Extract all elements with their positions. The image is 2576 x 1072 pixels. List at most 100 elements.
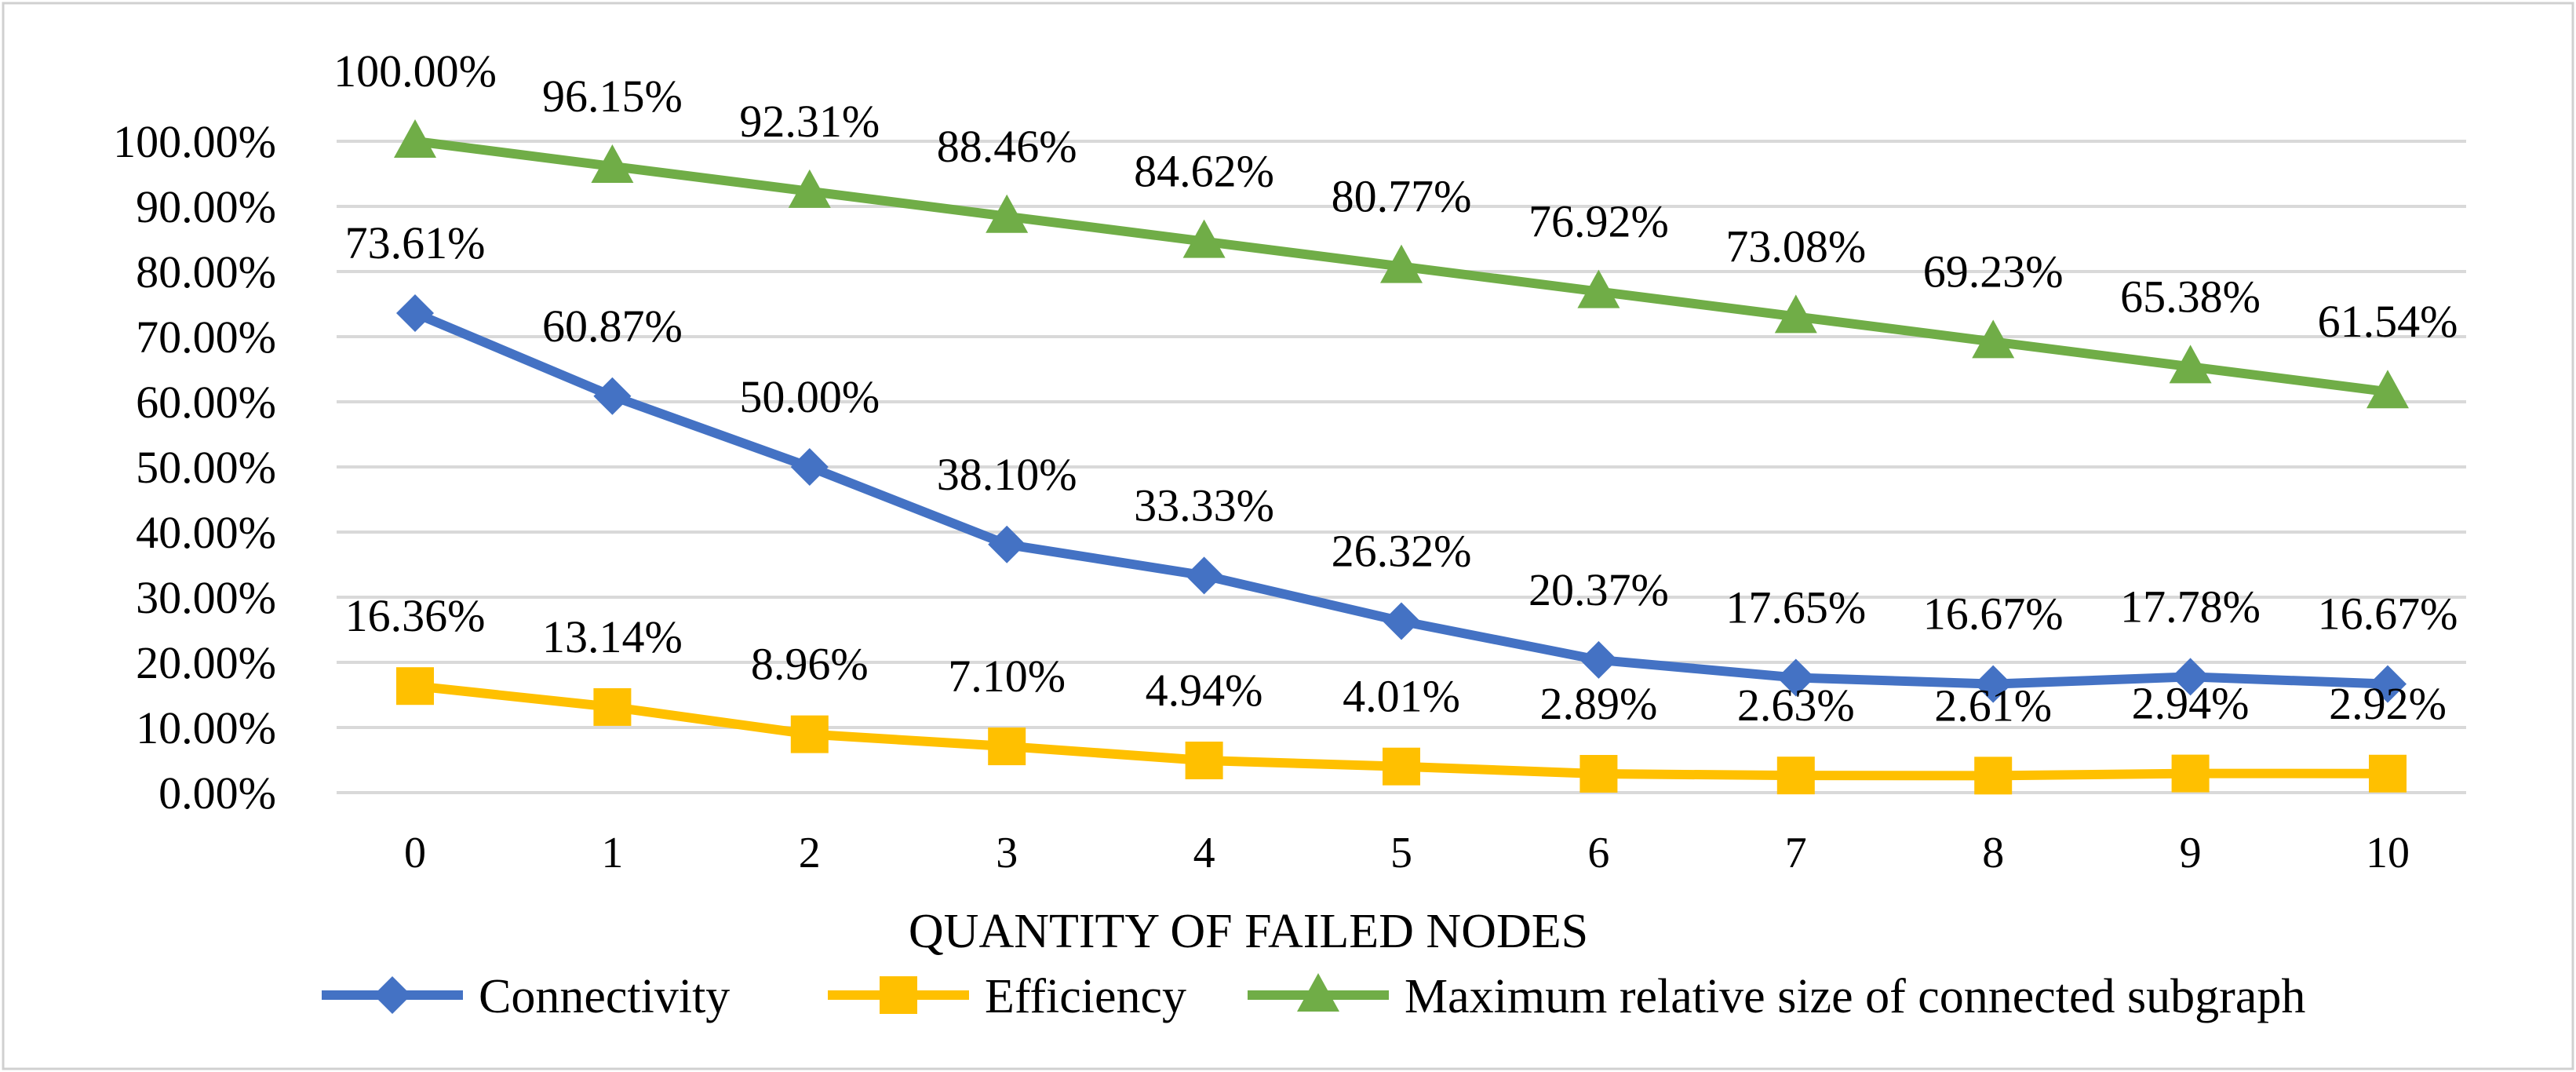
y-tick-label: 40.00% [136,507,276,558]
series-square [396,667,2407,795]
data-label: 16.67% [2318,589,2458,640]
data-point [1383,747,1420,786]
data-point [988,727,1026,766]
data-point [2171,754,2210,793]
x-tick-label: 4 [1193,829,1215,877]
legend-label: Maximum relative size of connected subgr… [1405,970,2305,1023]
data-point [1776,757,1815,795]
data-point [2369,754,2407,793]
legend-item: Efficiency [828,970,1186,1023]
data-label: 92.31% [739,96,880,147]
data-label: 17.65% [1725,582,1866,633]
data-label: 2.61% [1934,680,2052,731]
data-point [593,687,632,726]
data-label: 73.08% [1725,221,1866,272]
y-tick-label: 10.00% [136,702,276,753]
data-label: 20.37% [1528,564,1669,615]
x-tick-label: 9 [2180,829,2202,877]
data-label: 96.15% [542,71,683,122]
x-tick-label: 7 [1785,829,1807,877]
legend: Connectivity Efficiency Maximum relative s… [322,970,2305,1023]
data-label: 100.00% [333,46,497,97]
data-label: 2.63% [1737,680,1855,731]
x-tick-label: 10 [2366,829,2410,877]
legend-label: Efficiency [985,970,1186,1023]
data-point [1974,757,2013,795]
x-tick-label: 3 [996,829,1018,877]
series-triangle [394,119,2409,409]
legend-item: Connectivity [322,970,730,1023]
data-point [1974,665,2013,703]
data-point [1185,741,1223,779]
data-label: 7.10% [948,651,1066,702]
y-tick-label: 20.00% [136,637,276,688]
y-axis-ticks: 0.00% 10.00% 20.00% 30.00% 40.00% 50.00% 60.00… [113,116,276,819]
data-label: 17.78% [2120,581,2261,632]
data-label: 38.10% [937,449,1077,500]
data-point [790,448,829,486]
data-label: 61.54% [2318,296,2458,347]
data-point [1577,269,1620,308]
data-point [1972,319,2015,359]
data-point [2171,658,2210,696]
data-point [1579,640,1618,679]
data-point [1383,602,1420,640]
series-lines [394,119,2409,795]
x-tick-label: 1 [601,829,623,877]
data-label: 8.96% [751,639,869,690]
x-axis-ticks: 0 1 2 3 4 5 6 7 8 9 10 [404,829,2410,877]
x-tick-label: 5 [1390,829,1412,877]
data-label: 26.32% [1332,526,1472,577]
y-tick-label: 30.00% [136,572,276,623]
data-label: 2.89% [1539,678,1657,729]
data-label: 16.36% [345,590,486,641]
data-label: 2.94% [2132,678,2250,729]
data-label: 80.77% [1332,171,1472,222]
data-point [2369,665,2407,703]
y-tick-label: 100.00% [113,116,276,167]
data-point [394,119,436,158]
data-label: 33.33% [1134,479,1274,531]
data-point [988,525,1026,563]
legend-item: Maximum relative size of connected subgr… [1248,970,2305,1023]
x-tick-label: 2 [799,829,821,877]
data-labels: 73.61% 60.87% 50.00% 38.10% 33.33% 26.32% 20.3… [333,46,2458,731]
data-label: 50.00% [739,371,880,422]
data-label: 2.92% [2329,678,2447,729]
data-point [1774,294,1817,334]
data-point [1579,755,1618,793]
data-label: 69.23% [1923,246,2064,297]
data-label: 73.61% [345,217,486,268]
y-tick-label: 50.00% [136,442,276,493]
data-label: 76.92% [1528,196,1669,247]
data-point [2169,345,2212,384]
y-tick-label: 80.00% [136,246,276,297]
x-tick-label: 6 [1587,829,1609,877]
series-diamond [396,294,2407,703]
data-point [790,715,829,753]
y-tick-label: 0.00% [158,768,276,819]
legend-marker [880,976,917,1014]
data-point [788,169,831,208]
data-label: 4.94% [1146,665,1263,716]
data-label: 13.14% [542,611,683,662]
legend-label: Connectivity [479,970,730,1023]
x-tick-label: 0 [404,829,426,877]
y-tick-label: 90.00% [136,181,276,232]
data-point [1185,556,1223,595]
x-axis-title: QUANTITY OF FAILED NODES [909,905,1588,958]
data-point [1182,219,1226,258]
data-point [591,144,634,183]
data-point [986,194,1029,233]
x-tick-label: 8 [1982,829,2004,877]
y-tick-label: 70.00% [136,312,276,363]
data-point [1380,244,1423,283]
data-label: 88.46% [937,121,1077,172]
legend-marker [1297,973,1339,1012]
data-point [396,667,434,706]
data-point [1776,658,1815,697]
data-label: 16.67% [1923,589,2064,640]
